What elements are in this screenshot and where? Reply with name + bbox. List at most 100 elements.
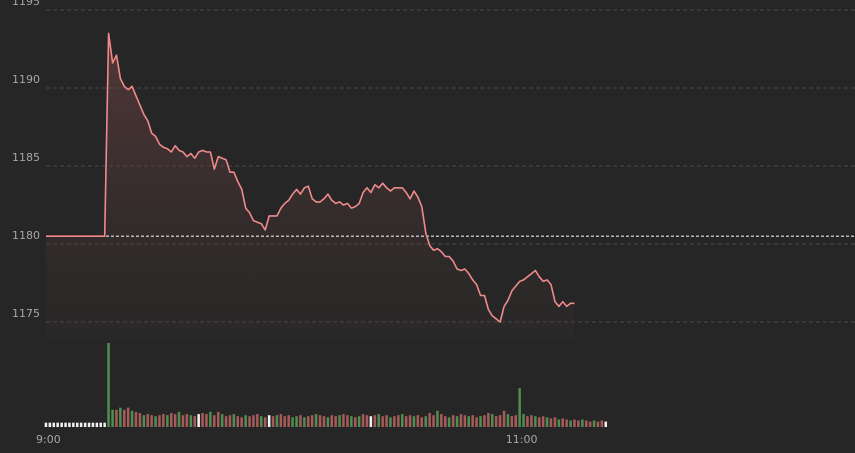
volume-bar [138, 413, 142, 427]
volume-bar [162, 414, 165, 427]
volume-bar [330, 415, 333, 427]
volume-bar [373, 415, 377, 427]
volume-bar [240, 417, 243, 427]
volume-bar [451, 415, 455, 427]
volume-bar [506, 414, 510, 427]
volume-bar [248, 416, 251, 427]
volume-bar [346, 415, 349, 427]
volume-bar [173, 414, 177, 427]
volume-bar [573, 419, 576, 427]
volume-bar [510, 416, 514, 427]
volume-bar [275, 415, 279, 427]
volume-bar [534, 416, 537, 427]
volume-bar [377, 414, 380, 427]
volume-bar [76, 422, 79, 427]
volume-bar [267, 415, 271, 427]
volume-bar [432, 415, 435, 427]
volume-bar [318, 415, 322, 427]
volume-bar [244, 415, 247, 427]
volume-bar [177, 411, 181, 427]
volume-bar [303, 417, 306, 427]
volume-bar [444, 416, 447, 427]
volume-bar [44, 422, 48, 427]
volume-bar [401, 414, 404, 427]
volume-bar [205, 414, 208, 427]
volume-bar [538, 417, 541, 427]
volume-bar [189, 415, 193, 427]
volume-bar [361, 414, 365, 427]
volume-bar [569, 420, 572, 427]
volume-bar [193, 416, 196, 427]
x-tick-label: 9:00 [36, 433, 61, 446]
volume-bar [154, 416, 157, 427]
volume-bar [463, 415, 467, 427]
volume-bar [545, 417, 549, 427]
volume-bar [412, 416, 416, 427]
volume-bar [91, 422, 95, 427]
volume-bar [549, 418, 553, 427]
volume-bar [408, 415, 412, 427]
y-tick-label: 1180 [12, 229, 40, 242]
volume-bar [526, 416, 529, 427]
volume-bar [252, 415, 255, 427]
volume-bar [295, 416, 298, 427]
volume-bar [440, 414, 443, 427]
volume-bar [494, 416, 498, 427]
volume-bar [48, 422, 52, 427]
volume-bar [592, 420, 596, 427]
volume-bar [416, 415, 420, 427]
volume-bar [213, 415, 216, 427]
volume-bar [455, 416, 459, 427]
volume-bar [385, 415, 388, 427]
volume-bar [471, 415, 474, 427]
volume-bar [283, 416, 286, 427]
volume-bar [236, 416, 239, 427]
volume-bar [224, 416, 228, 427]
y-tick-label: 1190 [12, 73, 40, 86]
y-tick-label: 1195 [12, 0, 40, 8]
price-line [46, 32, 575, 323]
y-tick-label: 1175 [12, 307, 40, 320]
volume-bar [557, 419, 561, 427]
volume-bar [146, 414, 149, 427]
volume-bar [83, 422, 87, 427]
volume-bar [600, 420, 604, 427]
volume-bar [561, 418, 564, 427]
volume-bar [166, 415, 169, 427]
y-tick-label: 1185 [12, 151, 40, 164]
volume-bar [130, 410, 134, 427]
x-tick-label: 11:00 [506, 433, 538, 446]
volume-bar [291, 417, 294, 427]
volume-bar [459, 414, 463, 427]
volume-bar [197, 414, 200, 427]
volume-bar [565, 419, 568, 427]
volume-bar [502, 410, 506, 427]
volume-bar [310, 415, 314, 427]
volume-bar [119, 407, 122, 427]
volume-bar [397, 415, 400, 427]
volume-bar [99, 422, 102, 427]
volume-bar [393, 416, 396, 427]
volume-bar [201, 413, 204, 427]
volume-bar [322, 416, 326, 427]
volume-bar [428, 413, 431, 427]
volume-bar [260, 416, 263, 427]
volume-bar [588, 421, 592, 427]
volume-bar [87, 422, 91, 427]
volume-bar [581, 419, 584, 427]
volume-bar [95, 422, 99, 427]
volume-bar [483, 415, 486, 427]
volume-bar [338, 415, 341, 427]
volume-bar [369, 416, 373, 427]
volume-bar [365, 415, 369, 427]
volume-bar [381, 416, 384, 427]
volume-bar [420, 417, 423, 427]
volume-bar [518, 388, 521, 427]
volume-bar [491, 414, 494, 427]
volume-bar [357, 416, 361, 427]
volume-bar [596, 421, 600, 427]
volume-bar [522, 414, 525, 427]
volume-bar [52, 422, 55, 427]
volume-bar [158, 415, 161, 427]
